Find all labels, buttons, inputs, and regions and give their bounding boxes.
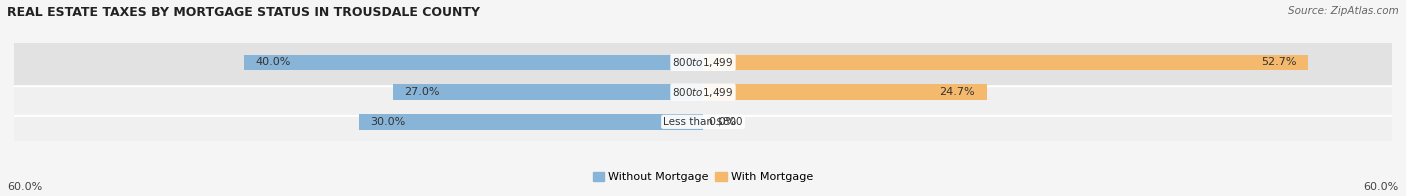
Text: 40.0%: 40.0% bbox=[256, 57, 291, 67]
Text: Less than $800: Less than $800 bbox=[664, 117, 742, 127]
Text: 0.0%: 0.0% bbox=[709, 117, 737, 127]
Text: $800 to $1,499: $800 to $1,499 bbox=[672, 86, 734, 99]
Text: REAL ESTATE TAXES BY MORTGAGE STATUS IN TROUSDALE COUNTY: REAL ESTATE TAXES BY MORTGAGE STATUS IN … bbox=[7, 6, 479, 19]
Text: 52.7%: 52.7% bbox=[1261, 57, 1296, 67]
Text: 24.7%: 24.7% bbox=[939, 87, 976, 97]
Text: 27.0%: 27.0% bbox=[405, 87, 440, 97]
Bar bbox=[703, 55, 1308, 70]
Bar bbox=[243, 55, 703, 70]
FancyBboxPatch shape bbox=[11, 98, 1395, 146]
Bar bbox=[392, 84, 703, 100]
FancyBboxPatch shape bbox=[11, 39, 1395, 86]
Text: Source: ZipAtlas.com: Source: ZipAtlas.com bbox=[1288, 6, 1399, 16]
Text: $800 to $1,499: $800 to $1,499 bbox=[672, 56, 734, 69]
Bar bbox=[703, 84, 987, 100]
Text: 60.0%: 60.0% bbox=[7, 182, 42, 192]
Bar bbox=[359, 114, 703, 130]
Legend: Without Mortgage, With Mortgage: Without Mortgage, With Mortgage bbox=[588, 167, 818, 187]
Text: 30.0%: 30.0% bbox=[370, 117, 405, 127]
FancyBboxPatch shape bbox=[11, 68, 1395, 116]
Text: 60.0%: 60.0% bbox=[1364, 182, 1399, 192]
